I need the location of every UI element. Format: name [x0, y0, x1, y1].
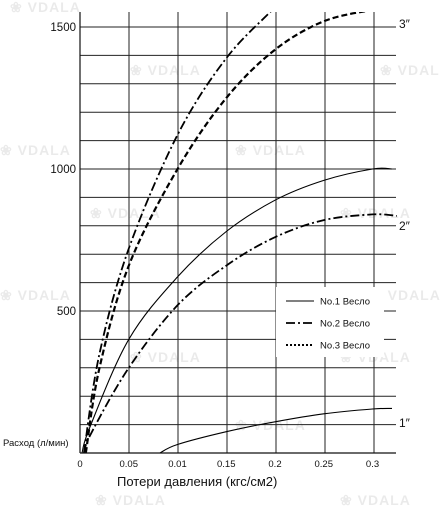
x-tick-label: 0.25: [315, 459, 334, 470]
watermark-text: ❀ VDALA: [130, 62, 201, 78]
watermark-text: ❀ VDALA: [340, 492, 411, 508]
x-tick-label: 0.05: [120, 459, 139, 470]
x-tick-label: 0.15: [217, 459, 236, 470]
y-tick-label: 1500: [50, 22, 76, 34]
series-line-2-no-2-: [83, 213, 397, 453]
watermark-text: ❀ VDALA: [95, 492, 166, 508]
legend-label: No.1 Весло: [320, 297, 370, 308]
series-line-2-no-1-: [81, 167, 393, 453]
series-line-1-no-1-: [159, 407, 393, 453]
watermark-text: ❀ VDALA: [0, 287, 71, 303]
chart-grid: [79, 12, 396, 453]
series-line-3-no-2-: [83, 12, 272, 453]
curve-label: 2″: [399, 219, 411, 233]
y-axis-label: Расход (л/мин): [3, 438, 69, 449]
watermark-text: ❀ VDALA: [235, 142, 306, 158]
watermark-text: ❀ VDALA: [10, 0, 81, 15]
chart-series: [81, 12, 397, 453]
watermark-text: ❀ VDALA: [90, 205, 161, 221]
y-tick-label: 1000: [50, 164, 76, 176]
curve-size-labels: 3″ 2″ 1″: [399, 17, 411, 430]
x-tick-label: 0.01: [168, 459, 187, 470]
watermark-text: ❀ VDALA: [130, 349, 201, 365]
watermark-text: ❀ VDALA: [370, 287, 440, 303]
x-tick-label: 0: [77, 459, 82, 470]
x-axis-label: Потери давления (кгс/см2): [117, 474, 277, 489]
legend-label: No.3 Весло: [320, 341, 370, 352]
y-tick-label: 500: [57, 306, 76, 318]
x-tick-label: 0.3: [366, 459, 379, 470]
watermark-text: ❀ VDALA: [0, 142, 71, 158]
curve-label: 1″: [399, 416, 411, 430]
watermark-text: ❀ VDALA: [340, 205, 411, 221]
watermark-text: ❀ VDALA: [380, 62, 440, 78]
x-tick-label: 0.2: [268, 459, 281, 470]
legend: No.1 Весло No.2 Весло No.3 Весло: [276, 287, 384, 357]
curve-label: 3″: [399, 17, 411, 31]
chart-axes: 0 0.05 0.01 0.15 0.2 0.25 0.3 500 1000 1500: [50, 12, 396, 470]
legend-label: No.2 Весло: [320, 319, 370, 330]
